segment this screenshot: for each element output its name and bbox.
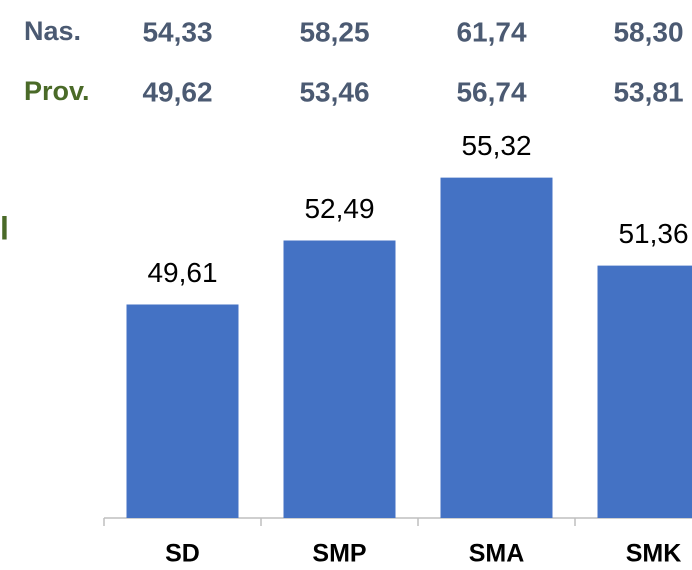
value-label: 49,61	[147, 257, 217, 288]
header-value: 54,33	[142, 16, 212, 47]
header-value: 56,74	[456, 76, 526, 107]
header-value: 53,46	[299, 76, 369, 107]
value-label: 51,36	[618, 218, 688, 249]
x-tick-label: SMP	[312, 540, 366, 568]
x-tick-label: SMA	[469, 540, 525, 568]
value-label: 55,32	[461, 130, 531, 161]
header-row-label: Nas.	[24, 16, 81, 46]
header-value: 61,74	[456, 16, 526, 47]
bar	[440, 177, 553, 518]
header-value: 58,30	[613, 16, 683, 47]
header-value: 53,81	[613, 76, 683, 107]
bar	[126, 304, 239, 518]
bar	[283, 240, 396, 519]
x-tick-label: SD	[165, 540, 200, 568]
x-tick-label: SMK	[626, 540, 682, 568]
bar	[597, 265, 692, 518]
header-value: 49,62	[142, 76, 212, 107]
header-row-label: Prov.	[24, 76, 90, 106]
header-value: 58,25	[299, 16, 369, 47]
side-label: l	[0, 210, 9, 246]
value-label: 52,49	[304, 193, 374, 224]
